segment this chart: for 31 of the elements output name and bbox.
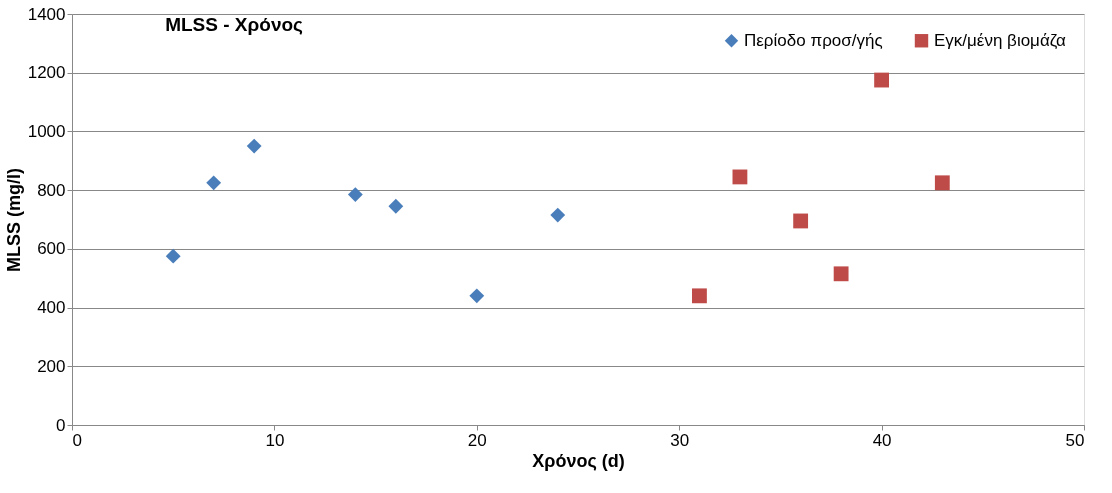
point xyxy=(388,198,404,214)
y-tick-label: 200 xyxy=(37,356,66,376)
legend-label: Εγκ/μένη βιομάζα xyxy=(934,30,1067,50)
x-tick-label: 0 xyxy=(72,430,82,450)
point xyxy=(833,266,849,282)
x-tick-label: 40 xyxy=(872,430,892,450)
x-tick-label: 30 xyxy=(670,430,690,450)
x-tick-label: 20 xyxy=(467,430,487,450)
point xyxy=(934,175,950,191)
chart-title: MLSS - Χρόνος xyxy=(165,14,304,35)
y-tick-label: 0 xyxy=(56,415,66,435)
y-axis-title: MLSS (mg/l) xyxy=(3,168,24,272)
x-tick-label: 50 xyxy=(1065,430,1085,450)
y-tick-label: 1400 xyxy=(27,4,66,24)
y-tick-label: 400 xyxy=(37,298,66,318)
point xyxy=(550,207,566,223)
point xyxy=(347,187,363,202)
y-tick-label: 800 xyxy=(37,180,66,200)
y-tick-label: 1000 xyxy=(27,121,66,141)
point xyxy=(206,175,222,191)
x-tick-label: 10 xyxy=(265,430,285,450)
y-tick-label: 1200 xyxy=(27,63,66,83)
y-tick-label: 600 xyxy=(37,239,66,259)
point xyxy=(692,288,707,304)
point xyxy=(469,288,485,304)
point xyxy=(793,213,809,229)
point xyxy=(874,72,890,88)
legend-label: Περίοδο προσ/γής xyxy=(744,30,883,50)
point xyxy=(246,138,262,154)
x-axis-title: Χρόνος (d) xyxy=(532,450,625,471)
point xyxy=(165,248,181,264)
